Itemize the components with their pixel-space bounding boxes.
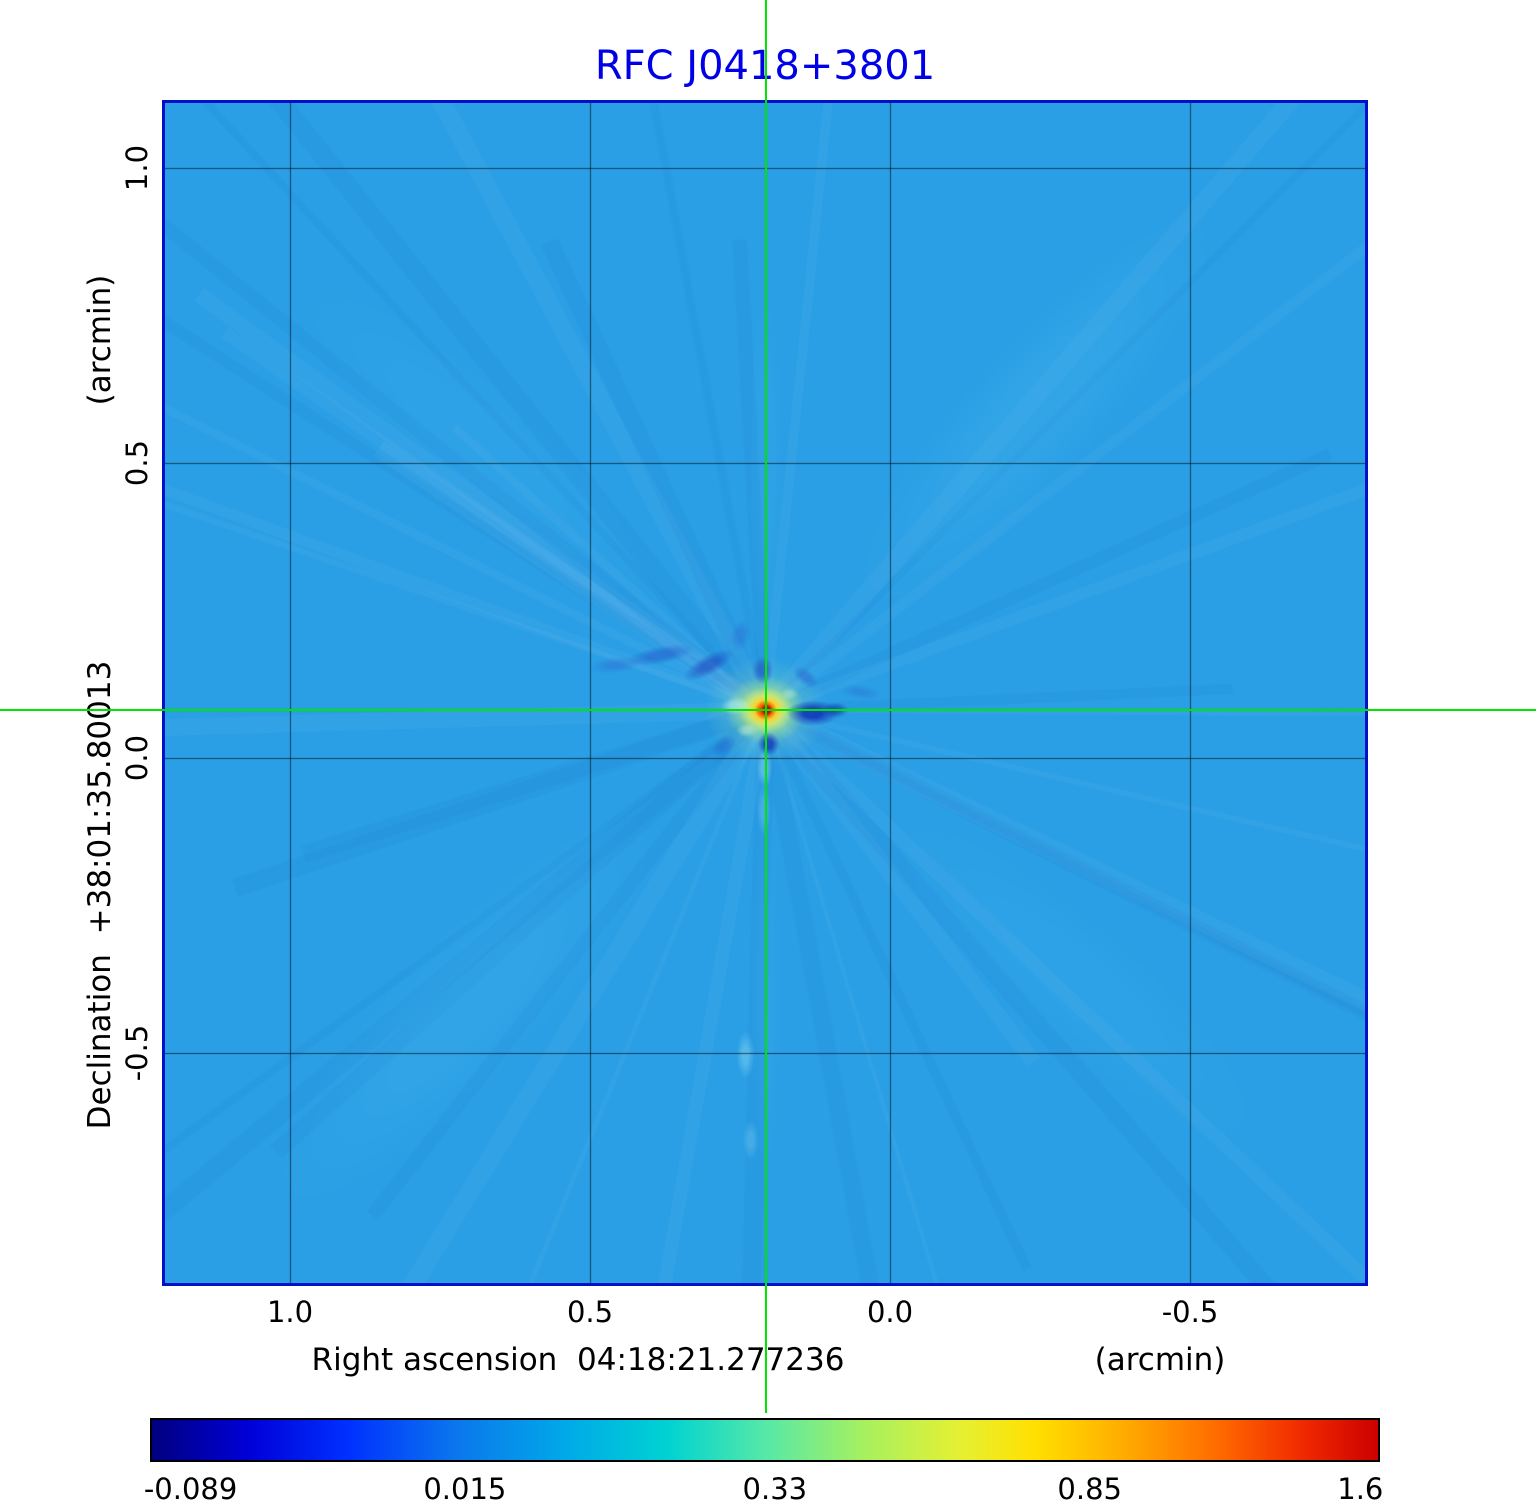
y-axis-unit-label: (arcmin) bbox=[82, 274, 118, 406]
colorbar-tick-label: 0.015 bbox=[423, 1472, 507, 1506]
x-axis-label: Right ascension 04:18:21.277236 bbox=[311, 1342, 845, 1378]
y-tick-label: 0.5 bbox=[120, 439, 154, 487]
colorbar-gradient bbox=[152, 1420, 1378, 1460]
colorbar-tick-label: 0.33 bbox=[742, 1472, 808, 1506]
colorbar-tick-label: 1.6 bbox=[1337, 1472, 1384, 1506]
x-tick-label: 0.5 bbox=[566, 1295, 614, 1329]
x-axis-unit-label: (arcmin) bbox=[1094, 1342, 1226, 1378]
colorbar bbox=[150, 1418, 1380, 1462]
y-tick-label: 0.0 bbox=[120, 734, 154, 782]
y-tick-label: 1.0 bbox=[120, 144, 154, 192]
colorbar-labels: -0.089 0.015 0.33 0.85 1.6 bbox=[144, 1472, 1384, 1508]
crosshair-vertical-line bbox=[764, 0, 767, 1413]
y-tick-label: -0.5 bbox=[120, 1024, 154, 1082]
crosshair-horizontal-line bbox=[0, 709, 1536, 712]
plot-title: RFC J0418+3801 bbox=[594, 43, 936, 89]
x-tick-label: 0.0 bbox=[866, 1295, 914, 1329]
x-tick-label: 1.0 bbox=[266, 1295, 314, 1329]
y-axis-label: Declination +38:01:35.80013 bbox=[82, 660, 118, 1130]
x-tick-label: -0.5 bbox=[1161, 1295, 1219, 1329]
colorbar-tick-label: -0.089 bbox=[143, 1472, 238, 1506]
colorbar-tick-label: 0.85 bbox=[1057, 1472, 1123, 1506]
